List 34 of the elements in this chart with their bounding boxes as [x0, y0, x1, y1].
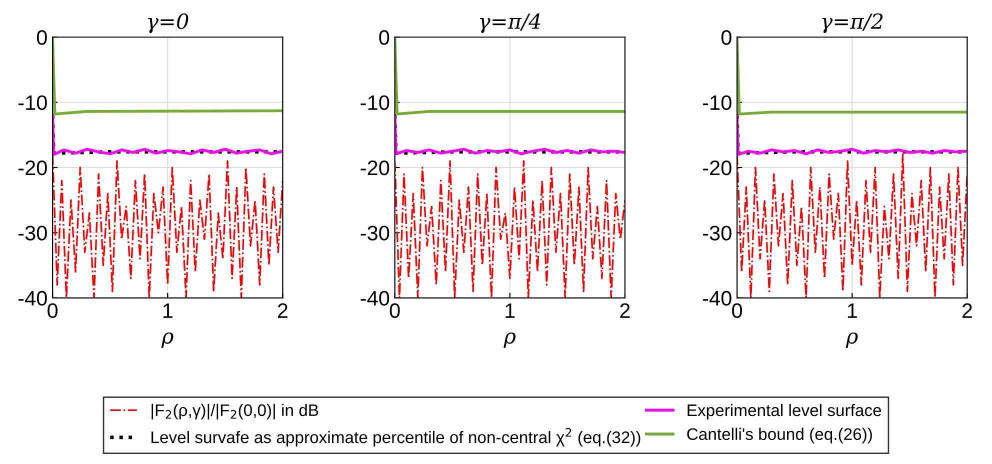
chart-title: γ=π/4	[480, 13, 540, 34]
y-tick-label: -40	[18, 290, 47, 306]
y-tick-label: 0	[721, 30, 732, 45]
x-axis-title: ρ	[504, 332, 516, 348]
x-tick-label: 2	[962, 303, 972, 318]
legend-label: Level survafe as approximate percentile of non-central χ$^{2}$ (eq.(32))	[152, 428, 640, 447]
legend-label: |F$_{2}$(ρ,γ)|/|F$_{2}$(0,0)| in dB	[152, 404, 318, 420]
x-axis-title: ρ	[161, 332, 174, 348]
x-axis-title: ρ	[846, 332, 858, 348]
y-tick-label: -40	[703, 290, 732, 306]
y-tick-label: -10	[360, 95, 390, 110]
y-tick-label: 0	[36, 30, 47, 45]
y-tick-label: -30	[360, 226, 390, 240]
y-tick-label: 0	[379, 30, 390, 45]
legend-label: Cantelli's bound (eq.(26))	[687, 428, 872, 444]
chart-title: γ=0	[148, 13, 188, 34]
x-tick-label: 0	[390, 303, 400, 318]
y-tick-label: -30	[18, 226, 47, 240]
x-tick-label: 1	[848, 304, 857, 318]
x-tick-label: 1	[163, 304, 172, 318]
y-tick-label: -30	[703, 226, 732, 240]
chart-title: γ=π/2	[822, 13, 883, 34]
y-tick-label: -20	[18, 160, 47, 176]
y-tick-label: -10	[703, 95, 732, 110]
x-tick-label: 2	[620, 303, 630, 318]
x-tick-label: 0	[48, 303, 58, 318]
y-tick-label: -20	[703, 160, 732, 176]
x-tick-label: 1	[506, 304, 515, 318]
y-tick-label: -40	[360, 290, 390, 306]
y-tick-label: -20	[360, 160, 390, 176]
x-tick-label: 0	[732, 303, 742, 318]
x-tick-label: 2	[278, 303, 288, 318]
y-tick-label: -10	[18, 95, 47, 110]
legend-label: Experimental level surface	[688, 404, 882, 420]
